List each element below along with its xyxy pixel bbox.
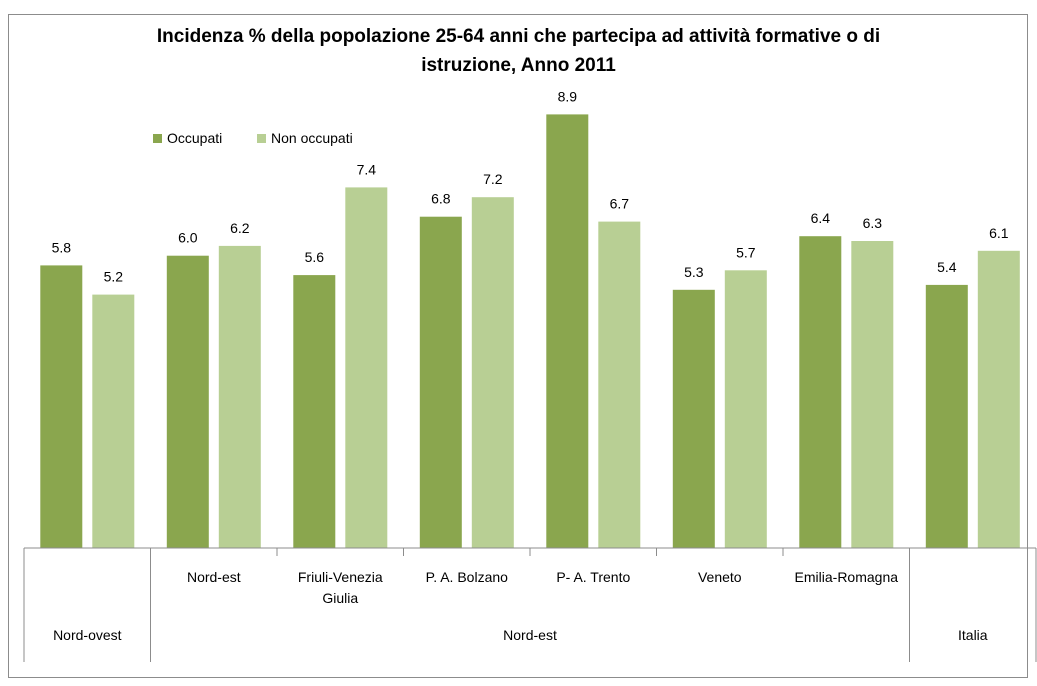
legend-item-non-occupati: Non occupati [257, 130, 353, 146]
bar-non-occupati [471, 197, 514, 548]
data-label: 5.7 [736, 244, 756, 260]
data-label: 6.2 [230, 220, 250, 236]
bar-non-occupati [598, 221, 641, 548]
bar-occupati [293, 275, 336, 548]
bar-occupati [546, 114, 589, 549]
category-label: P- A. Trento [556, 569, 630, 585]
category-label: P. A. Bolzano [426, 569, 508, 585]
data-label: 6.3 [863, 215, 883, 231]
bar-non-occupati [851, 241, 894, 548]
bar-occupati [799, 236, 842, 548]
data-label: 5.6 [305, 249, 325, 265]
data-label: 5.4 [937, 259, 957, 275]
legend-swatch-occupati [153, 134, 162, 143]
data-label: 7.4 [357, 161, 377, 177]
data-label: 6.8 [431, 191, 451, 207]
bar-non-occupati [724, 270, 767, 548]
legend-swatch-non-occupati [257, 134, 266, 143]
data-label: 5.8 [52, 239, 72, 255]
data-label: 6.7 [610, 196, 630, 212]
data-label: 6.4 [811, 210, 831, 226]
bar-occupati [419, 216, 462, 548]
bar-occupati [925, 284, 968, 548]
bar-non-occupati [218, 245, 261, 548]
chart-title: Incidenza % della popolazione 25-64 anni… [0, 22, 1037, 80]
group-label: Nord-est [503, 627, 557, 643]
bar-non-occupati [977, 250, 1020, 549]
category-label: Friuli-Venezia [298, 569, 383, 585]
chart-title-line-1: Incidenza % della popolazione 25-64 anni… [156, 26, 881, 47]
legend-label-non-occupati: Non occupati [271, 130, 353, 146]
bar-occupati [672, 289, 715, 548]
data-label: 5.2 [104, 269, 124, 285]
group-label: Nord-ovest [53, 627, 122, 643]
legend-item-occupati: Occupati [153, 130, 222, 146]
data-label: 7.2 [483, 171, 503, 187]
bar-occupati [40, 265, 83, 548]
group-label: Italia [958, 627, 988, 643]
category-label: Veneto [698, 569, 742, 585]
data-label: 6.1 [989, 225, 1009, 241]
legend-label-occupati: Occupati [167, 130, 223, 146]
data-label: 5.3 [684, 264, 704, 280]
category-label: Nord-est [187, 569, 241, 585]
bar-non-occupati [92, 294, 135, 548]
bar-non-occupati [345, 187, 388, 548]
data-label: 8.9 [558, 88, 578, 104]
bar-occupati [166, 255, 209, 548]
chart-title-line-2: istruzione, Anno 2011 [421, 55, 616, 76]
category-label: Emilia-Romagna [795, 569, 899, 585]
category-label: Giulia [322, 590, 358, 606]
data-label: 6.0 [178, 230, 198, 246]
